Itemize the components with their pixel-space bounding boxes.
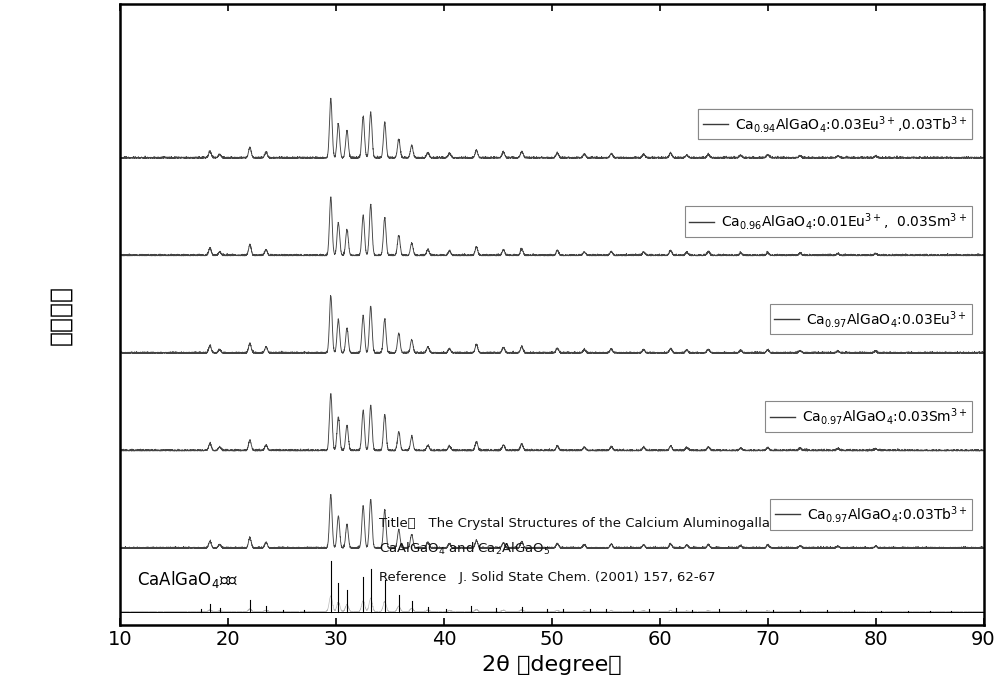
- Text: CaAlGaO$_4$ and Ca$_2$AlGaO$_5$: CaAlGaO$_4$ and Ca$_2$AlGaO$_5$: [379, 540, 550, 557]
- Text: Title：   The Crystal Structures of the Calcium Aluminogallates: Title： The Crystal Structures of the Cal…: [379, 517, 791, 530]
- Text: CaAlGaO$_4$基质: CaAlGaO$_4$基质: [137, 569, 238, 589]
- Text: Reference   J. Solid State Chem. (2001) 157, 62-67: Reference J. Solid State Chem. (2001) 15…: [379, 571, 716, 585]
- Text: 相对强度: 相对强度: [48, 285, 72, 345]
- X-axis label: 2θ （degree）: 2θ （degree）: [482, 655, 622, 675]
- Legend: Ca$_{0.94}$AlGaO$_4$:0.03Eu$^{3+}$,0.03Tb$^{3+}$: Ca$_{0.94}$AlGaO$_4$:0.03Eu$^{3+}$,0.03T…: [698, 109, 972, 139]
